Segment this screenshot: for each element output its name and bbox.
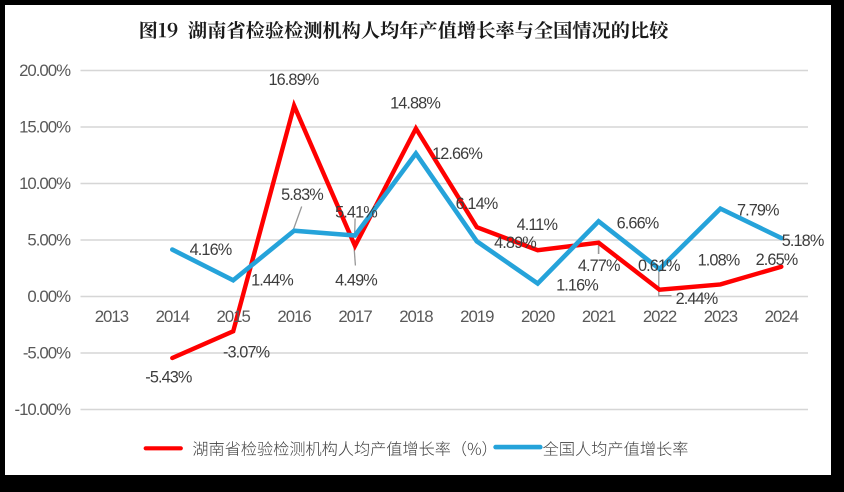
svg-text:-10.00%: -10.00% xyxy=(14,400,71,419)
svg-text:-5.00%: -5.00% xyxy=(23,343,71,362)
svg-text:6.14%: 6.14% xyxy=(456,195,498,213)
svg-text:10.00%: 10.00% xyxy=(19,174,71,193)
svg-text:2014: 2014 xyxy=(156,307,190,326)
svg-text:4.11%: 4.11% xyxy=(517,216,558,234)
svg-text:2024: 2024 xyxy=(765,307,799,326)
svg-text:7.79%: 7.79% xyxy=(737,201,779,219)
svg-text:16.89%: 16.89% xyxy=(268,71,318,89)
svg-text:4.49%: 4.49% xyxy=(335,271,377,289)
svg-text:2015: 2015 xyxy=(217,307,251,326)
svg-text:2019: 2019 xyxy=(460,307,494,326)
svg-text:5.41%: 5.41% xyxy=(335,203,377,221)
svg-text:2021: 2021 xyxy=(582,307,616,326)
svg-text:1.44%: 1.44% xyxy=(251,271,293,289)
svg-text:5.18%: 5.18% xyxy=(782,232,824,250)
svg-text:14.88%: 14.88% xyxy=(390,95,440,113)
svg-text:4.16%: 4.16% xyxy=(190,241,232,259)
svg-text:2022: 2022 xyxy=(643,307,677,326)
svg-text:1.16%: 1.16% xyxy=(556,277,598,295)
svg-text:2018: 2018 xyxy=(399,307,433,326)
svg-text:2023: 2023 xyxy=(704,307,738,326)
svg-text:6.66%: 6.66% xyxy=(617,214,659,232)
svg-text:12.66%: 12.66% xyxy=(432,145,482,163)
svg-text:2013: 2013 xyxy=(95,307,129,326)
svg-text:2020: 2020 xyxy=(521,307,555,326)
svg-text:0.61%: 0.61% xyxy=(638,257,680,275)
svg-text:2017: 2017 xyxy=(338,307,372,326)
svg-text:4.77%: 4.77% xyxy=(578,257,620,275)
svg-text:-5.43%: -5.43% xyxy=(145,368,192,386)
svg-text:2016: 2016 xyxy=(277,307,311,326)
svg-text:5.83%: 5.83% xyxy=(281,186,323,204)
svg-text:15.00%: 15.00% xyxy=(19,117,71,136)
svg-text:-3.07%: -3.07% xyxy=(223,344,270,362)
svg-text:2.44%: 2.44% xyxy=(676,290,718,308)
svg-text:0.00%: 0.00% xyxy=(27,287,71,306)
svg-text:4.89%: 4.89% xyxy=(494,234,536,252)
svg-text:20.00%: 20.00% xyxy=(19,61,71,80)
svg-text:1.08%: 1.08% xyxy=(698,251,740,269)
svg-text:2.65%: 2.65% xyxy=(756,251,798,269)
svg-text:5.00%: 5.00% xyxy=(27,230,71,249)
